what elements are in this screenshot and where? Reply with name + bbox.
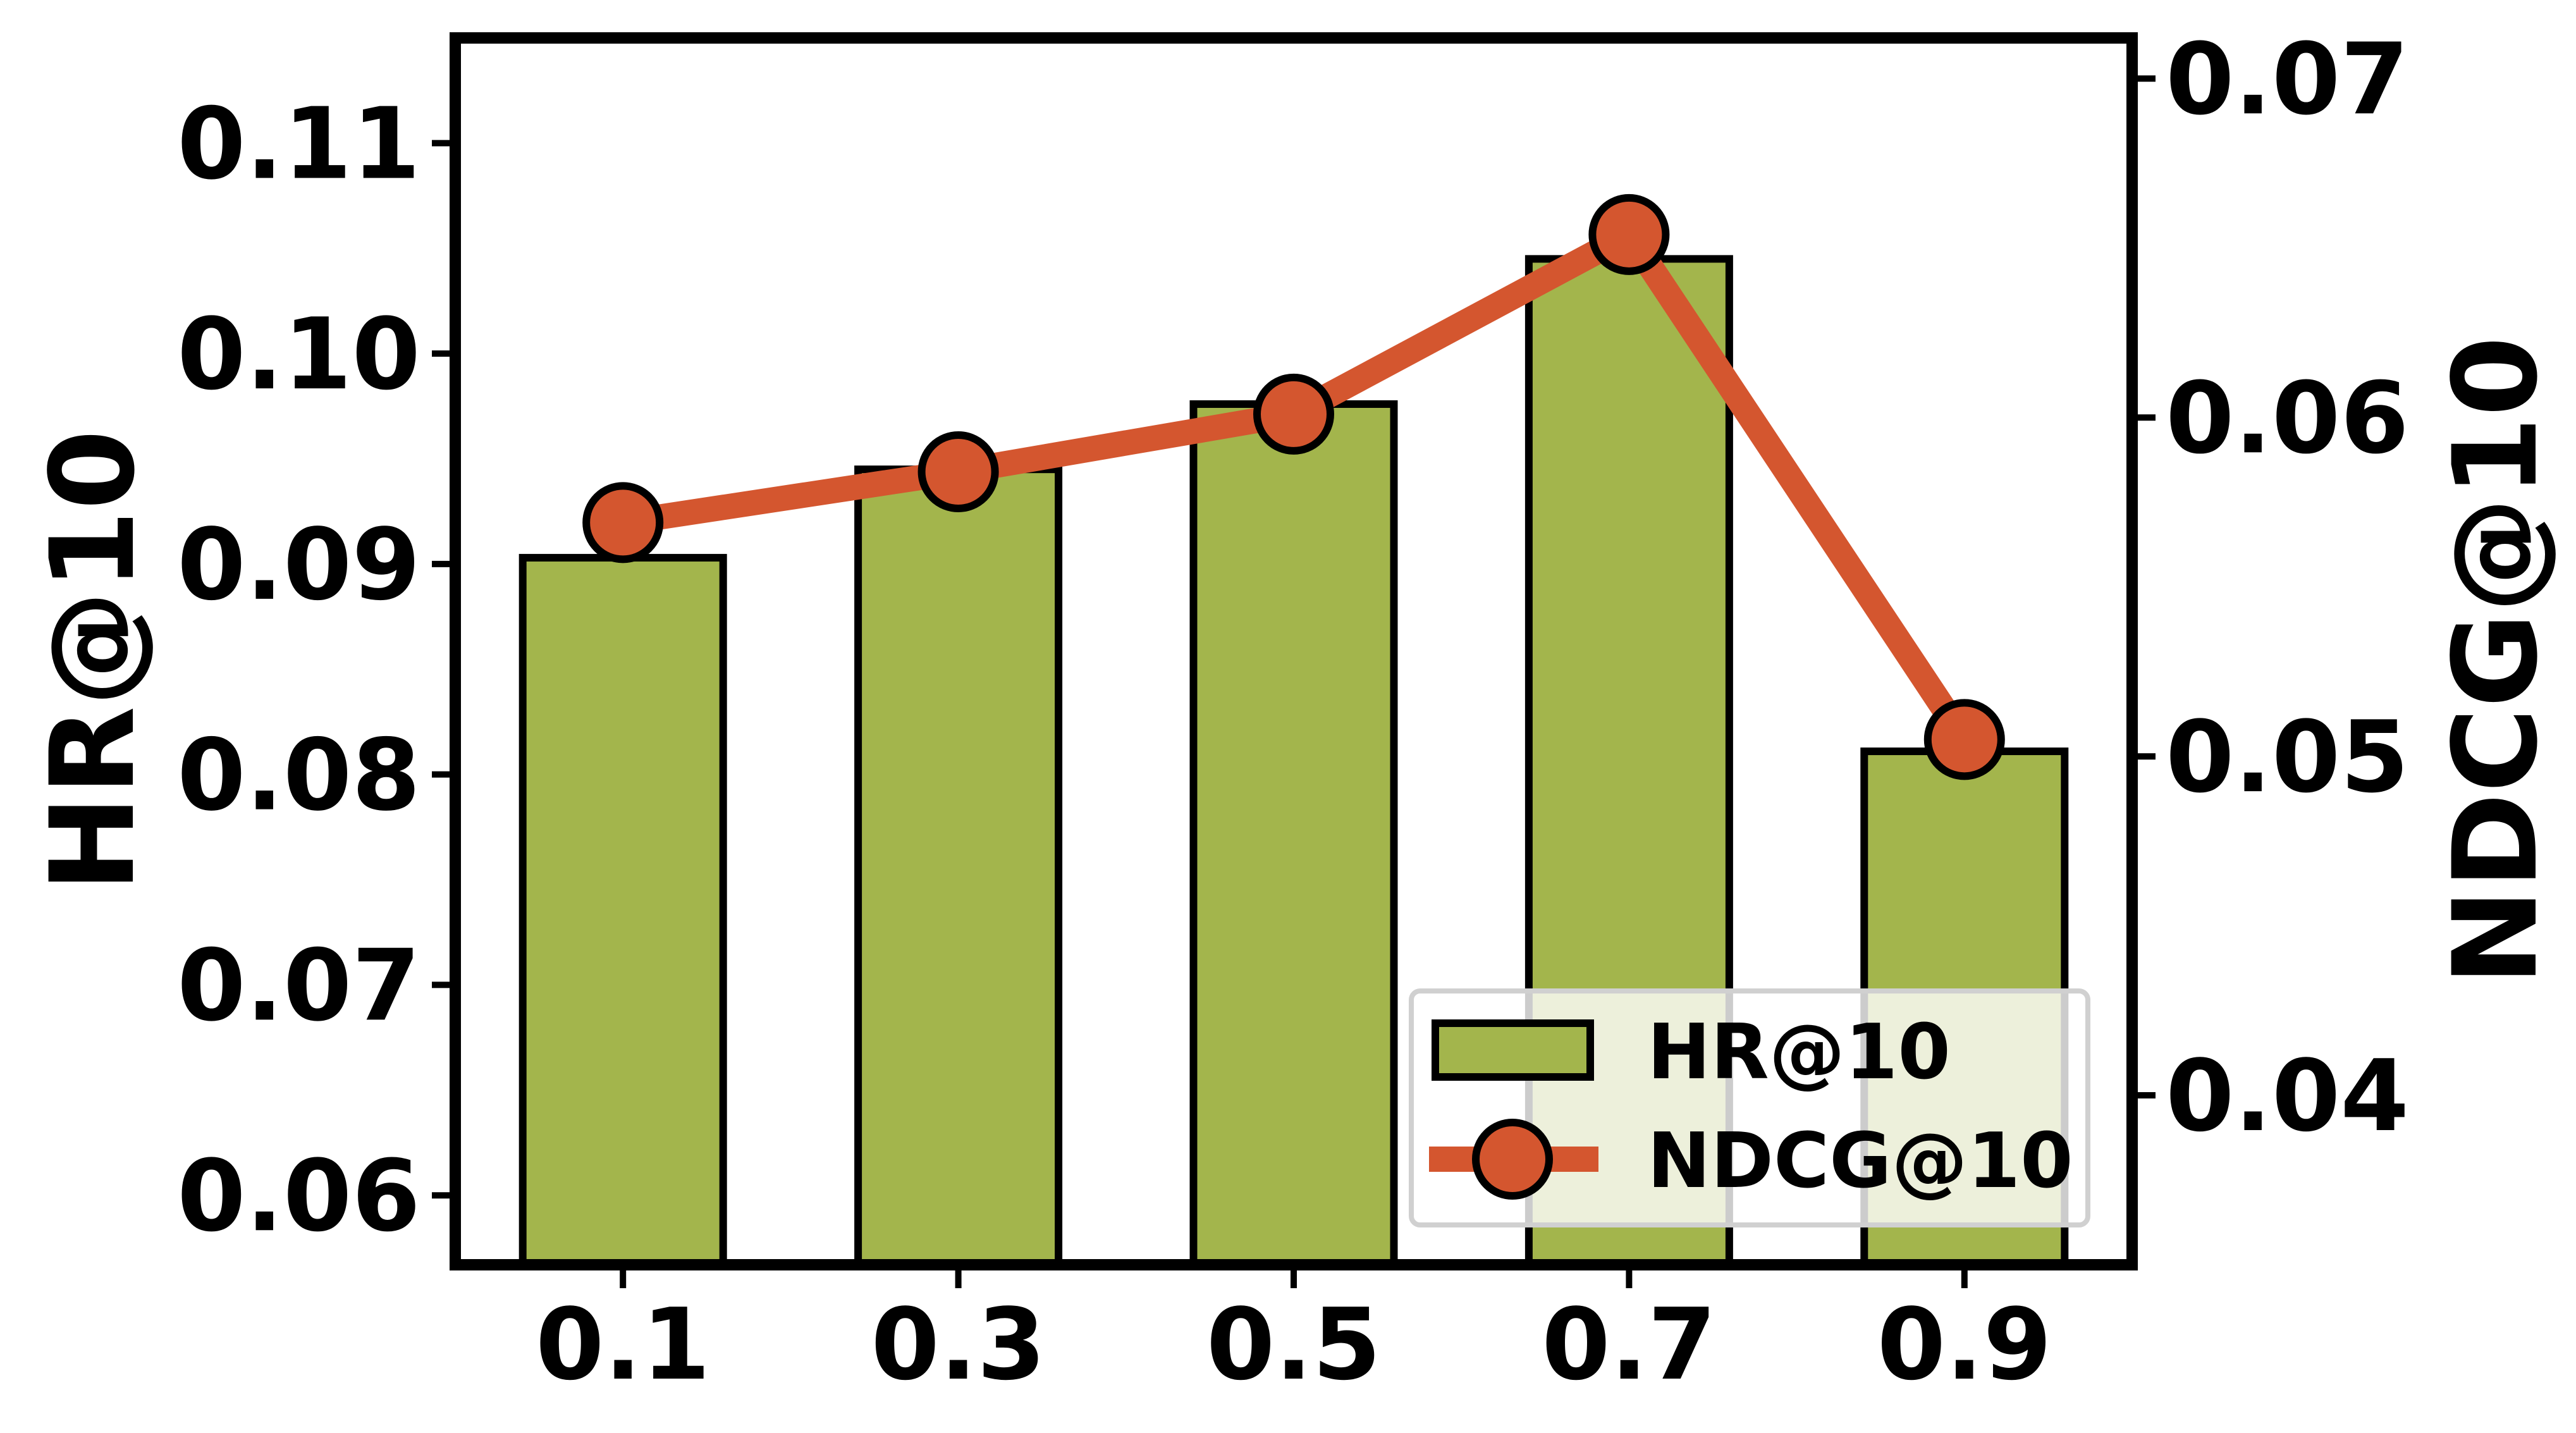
y-tick-label: 0.11 bbox=[177, 86, 420, 201]
plot-frame bbox=[450, 32, 2138, 1270]
y2-tick-label: 0.06 bbox=[2166, 360, 2409, 476]
x-tick-label: 0.3 bbox=[871, 1287, 1045, 1402]
ndcg-point-0.1 bbox=[582, 482, 664, 563]
legend-label-ndcg: NDCG@10 bbox=[1647, 1117, 2073, 1205]
x-axis: 0.1 0.3 0.5 0.7 0.9 bbox=[536, 1270, 2052, 1402]
legend: HR@10 NDCG@10 bbox=[1409, 988, 2090, 1227]
y-tick-label: 0.08 bbox=[177, 718, 420, 833]
y-axis-title: HR@10 bbox=[26, 429, 161, 892]
y-tick-label: 0.07 bbox=[177, 928, 420, 1043]
ndcg-point-0.7 bbox=[1588, 194, 1670, 275]
line-series-group bbox=[582, 194, 2005, 780]
x-tick-label: 0.7 bbox=[1542, 1287, 1716, 1402]
bar-0.1 bbox=[518, 553, 727, 1269]
y2-tick-label: 0.05 bbox=[2166, 699, 2409, 815]
legend-label-hr: HR@10 bbox=[1647, 1009, 1951, 1097]
ndcg-point-0.9 bbox=[1923, 699, 2005, 780]
y-axis-left: 0.06 0.07 0.08 0.09 0.10 0.11 bbox=[177, 86, 450, 1253]
y2-tick-label: 0.04 bbox=[2166, 1038, 2409, 1153]
y-tick-label: 0.06 bbox=[177, 1138, 420, 1253]
y-axis-right: 0.04 0.05 0.06 0.07 bbox=[2138, 22, 2409, 1153]
ndcg-point-0.3 bbox=[917, 431, 999, 512]
x-tick-label: 0.9 bbox=[1877, 1287, 2052, 1402]
bar-0.5 bbox=[1189, 400, 1398, 1269]
x-tick-label: 0.5 bbox=[1206, 1287, 1381, 1402]
y2-axis-title: NDCG@10 bbox=[2429, 336, 2563, 985]
legend-swatch-hr bbox=[1432, 1019, 1594, 1081]
y2-tick-label: 0.07 bbox=[2166, 22, 2409, 137]
bar-0.3 bbox=[854, 465, 1063, 1269]
y-tick-label: 0.09 bbox=[177, 507, 420, 622]
ndcg-point-0.5 bbox=[1253, 373, 1334, 455]
legend-swatch-ndcg-marker bbox=[1472, 1119, 1553, 1200]
x-tick-label: 0.1 bbox=[536, 1287, 710, 1402]
y-tick-label: 0.10 bbox=[177, 297, 420, 412]
